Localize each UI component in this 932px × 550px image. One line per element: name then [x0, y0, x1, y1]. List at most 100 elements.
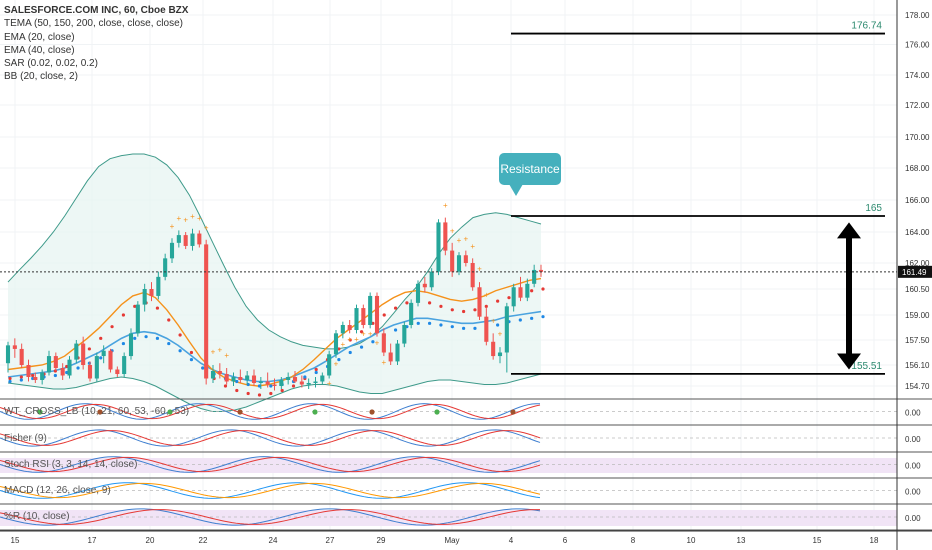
sar-dot: +	[327, 379, 332, 388]
pane-band	[0, 510, 897, 526]
sar-dot: +	[443, 201, 448, 210]
wt-cross-dot	[237, 409, 243, 415]
candle-body	[299, 381, 304, 385]
sar-dot: +	[170, 222, 175, 231]
sar-dot: +	[217, 346, 222, 355]
pane-label-macd: MACD (12, 26, close, 9)	[4, 485, 111, 496]
tema-red-dot	[291, 384, 296, 388]
candle-body	[279, 380, 284, 386]
candle-body	[415, 283, 421, 303]
pane-value-label: 0.00	[905, 435, 921, 444]
pane-line-a	[0, 429, 541, 447]
pane-value-label: 0.00	[905, 462, 921, 471]
tema-blue-dot	[19, 378, 23, 382]
tema-red-dot	[110, 325, 114, 329]
candle-body	[450, 250, 455, 272]
wt-cross-dot	[97, 409, 103, 415]
candle-body	[368, 295, 373, 325]
tema-blue-dot	[530, 316, 534, 320]
candle-body	[538, 269, 544, 272]
candle-body	[128, 333, 134, 357]
bb-upper-line	[7, 153, 542, 350]
tema-blue-dot	[348, 350, 352, 355]
sar-dot: +	[381, 358, 386, 367]
candle-body	[258, 381, 263, 383]
candle-body	[210, 371, 216, 379]
price-tick-label: 176.00	[905, 41, 930, 50]
tema-blue-dot	[462, 326, 466, 330]
tema-red-dot	[507, 296, 511, 300]
horizontal-levels[interactable]: 176.74 165 155.51	[0, 21, 897, 375]
legend-title: SALESFORCE.COM INC, 60, Cboe BZX	[4, 5, 189, 16]
tema-blue-dot	[133, 336, 137, 340]
tema-red-dot	[133, 304, 137, 308]
time-tick-label: 27	[326, 536, 335, 545]
pane-line-a	[0, 482, 541, 499]
tema-blue-dot	[155, 336, 160, 340]
tema-red-dot	[405, 301, 409, 305]
candle-body	[456, 255, 462, 272]
candle-body	[176, 235, 181, 243]
tema-red-dot	[337, 347, 341, 351]
candle-body	[409, 302, 414, 325]
tema-blue-dot	[473, 326, 477, 330]
candle-body	[40, 372, 45, 380]
tema-red-dot	[382, 313, 386, 317]
candle-body	[122, 356, 127, 374]
tema-red-dot	[235, 388, 239, 393]
tema-blue-dot	[235, 379, 239, 384]
bb-fill	[8, 154, 541, 412]
sar-dot: +	[484, 291, 489, 300]
tema-blue-dot	[87, 361, 91, 365]
candle-body	[190, 233, 195, 246]
time-tick-label: 13	[737, 536, 746, 545]
tema-red-dot	[269, 391, 273, 396]
tema-blue-dot	[303, 375, 307, 379]
candle-body	[217, 371, 222, 374]
legend-line-bb: BB (20, close, 2)	[4, 71, 78, 83]
time-tick-label: 10	[687, 536, 696, 545]
pane-value-label: 0.00	[905, 488, 921, 497]
tema-red-dot	[31, 373, 35, 378]
sar-dot: +	[176, 214, 181, 223]
resistance-callout[interactable]: Resistance	[499, 153, 561, 196]
candle-body	[169, 242, 175, 259]
price-tick-label: 166.00	[905, 196, 930, 205]
tema-blue-dot	[53, 373, 57, 378]
price-tick-label: 170.00	[905, 133, 930, 142]
candle-body	[33, 377, 38, 380]
candle-body	[402, 325, 407, 344]
candle-body	[443, 222, 448, 251]
legend-line-ema40: EMA (40, close)	[4, 44, 75, 56]
candle-body	[204, 244, 209, 379]
candle-body	[12, 345, 17, 349]
candle-body	[313, 381, 318, 383]
candle-body	[511, 287, 516, 307]
wt-cross-dot	[510, 409, 516, 415]
sar-dot: +	[347, 335, 352, 344]
time-tick-label: 6	[563, 536, 568, 545]
tema-red-dot	[427, 301, 432, 305]
indicator-panes: 0.00 0.00 0.00 0.00 0.00	[0, 398, 932, 531]
candle-body	[525, 283, 530, 298]
pane-line-a	[0, 456, 541, 473]
range-arrow[interactable]	[837, 222, 861, 370]
price-tick-label: 156.10	[905, 361, 930, 370]
candle-body	[286, 377, 291, 380]
price-tick-label: 168.00	[905, 164, 930, 173]
price-tick-label: 160.50	[905, 285, 930, 294]
candle-body	[340, 325, 345, 334]
candle-body	[388, 352, 393, 362]
candle-body	[5, 345, 11, 364]
legend-line-sar: SAR (0.02, 0.02, 0.2)	[4, 58, 98, 70]
sar-dot: +	[197, 214, 202, 223]
pane-value-label: 0.00	[905, 409, 921, 418]
candle-body	[477, 287, 482, 317]
price-tick-label: 178.00	[905, 11, 930, 20]
candle-body	[156, 276, 161, 296]
tema-blue-dot	[359, 345, 364, 349]
candle-body	[497, 352, 503, 357]
candle-body	[224, 374, 229, 382]
sar-dot: +	[340, 340, 345, 349]
